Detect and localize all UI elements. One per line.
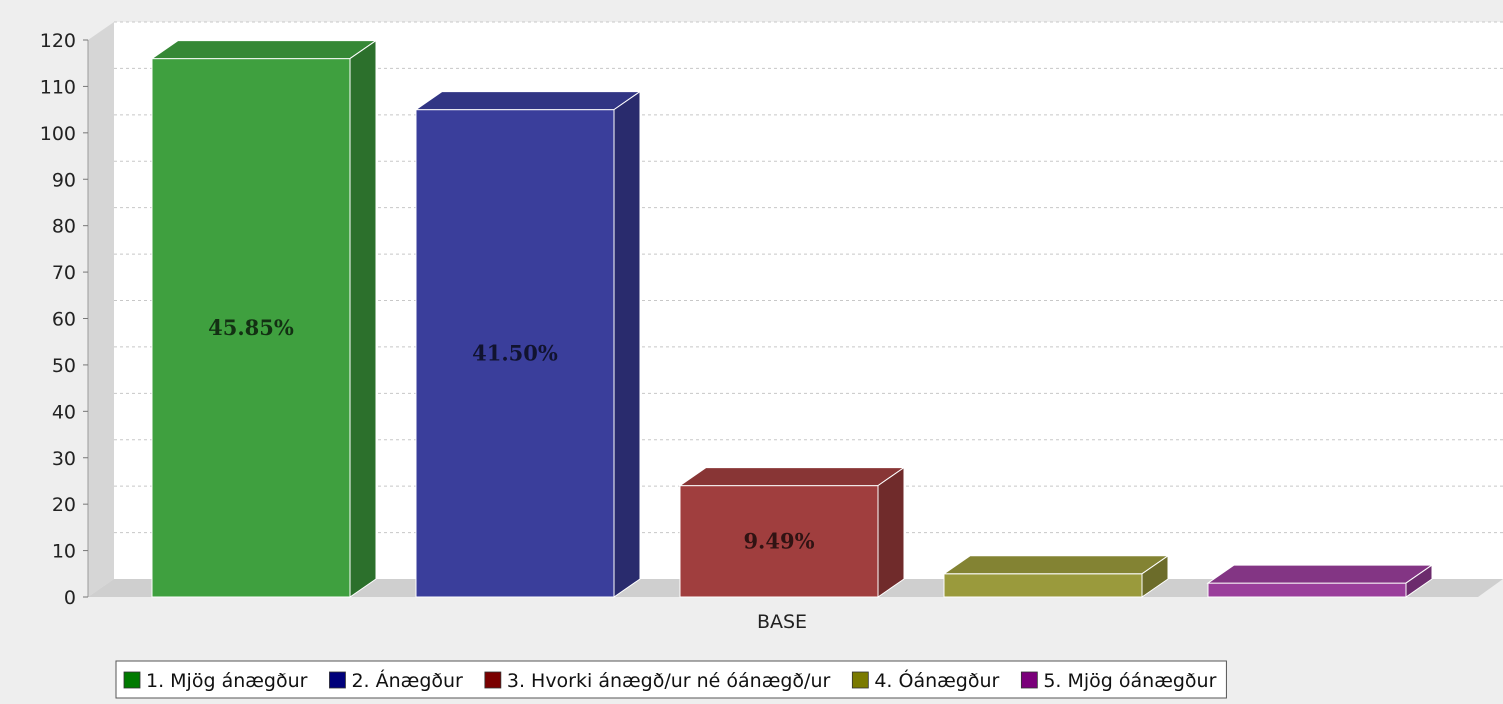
- legend-item: 1. Mjög ánægður: [123, 670, 308, 692]
- legend-label: 5. Mjög óánægður: [1043, 670, 1216, 692]
- bar-front: [415, 109, 615, 598]
- y-tick-label: 110: [40, 76, 76, 98]
- bar-data-label: 41.50%: [472, 340, 558, 365]
- bar-front: [679, 485, 879, 598]
- bar-side: [1141, 554, 1169, 598]
- legend-label: 2. Ánægður: [351, 669, 463, 692]
- y-tick-label: 120: [40, 30, 76, 52]
- bar: [1206, 564, 1434, 598]
- bar-side: [349, 39, 377, 598]
- bar-data-label: 9.49%: [743, 528, 814, 553]
- legend-box: [115, 660, 1227, 699]
- legend-swatch: [484, 671, 502, 689]
- y-tick-label: 40: [52, 401, 76, 423]
- bar-top: [414, 91, 642, 111]
- legend-item: 4. Óánægður: [851, 668, 1000, 692]
- y-axis-ticks: 0 10 20 30 40 50 60 70 80 90 100 110 120: [40, 30, 88, 609]
- bar-top: [150, 40, 378, 60]
- bar-top: [942, 555, 1170, 575]
- y-tick-label: 70: [52, 262, 76, 284]
- y-tick-label: 10: [52, 541, 76, 563]
- legend-swatch: [1020, 671, 1038, 689]
- bars: [150, 39, 1434, 598]
- y-tick-label: 100: [40, 123, 76, 145]
- bar-front: [151, 58, 351, 598]
- bar-side: [1405, 564, 1433, 598]
- y-tick-label: 60: [52, 309, 76, 331]
- bar-front: [1207, 582, 1407, 598]
- bar-side: [613, 90, 641, 598]
- legend: 1. Mjög ánægður 2. Ánægður 3. Hvorki ánægð…: [115, 660, 1227, 699]
- legend-swatch: [851, 671, 869, 689]
- plot-left-wall: [88, 22, 114, 597]
- bar: [942, 554, 1170, 598]
- legend-swatch: [329, 671, 346, 689]
- legend-item: 3. Hvorki ánægð/ur né óánægð/ur: [484, 670, 831, 692]
- data-labels: 45.85% 41.50% 9.49%: [208, 315, 814, 554]
- legend-item: 2. Ánægður: [329, 669, 463, 692]
- legend-swatch: [123, 671, 141, 689]
- bar: [678, 466, 906, 598]
- bar-top: [678, 467, 906, 487]
- legend-item: 5. Mjög óánægður: [1020, 670, 1217, 692]
- legend-label: 4. Óánægður: [874, 668, 999, 692]
- bar-top: [1206, 564, 1434, 584]
- x-axis-label: BASE: [757, 611, 807, 633]
- bar: [414, 90, 642, 598]
- y-tick-label: 80: [52, 216, 76, 238]
- bar-data-label: 45.85%: [208, 315, 294, 340]
- y-tick-label: 90: [52, 169, 76, 191]
- y-tick-label: 30: [52, 448, 76, 470]
- y-tick-label: 20: [52, 494, 76, 516]
- bar-front: [943, 573, 1143, 598]
- y-tick-label: 0: [64, 587, 76, 609]
- y-tick-label: 50: [52, 355, 76, 377]
- legend-label: 3. Hvorki ánægð/ur né óánægð/ur: [507, 670, 831, 692]
- bar-side: [877, 466, 905, 598]
- bar: [150, 39, 378, 598]
- legend-label: 1. Mjög ánægður: [146, 670, 308, 692]
